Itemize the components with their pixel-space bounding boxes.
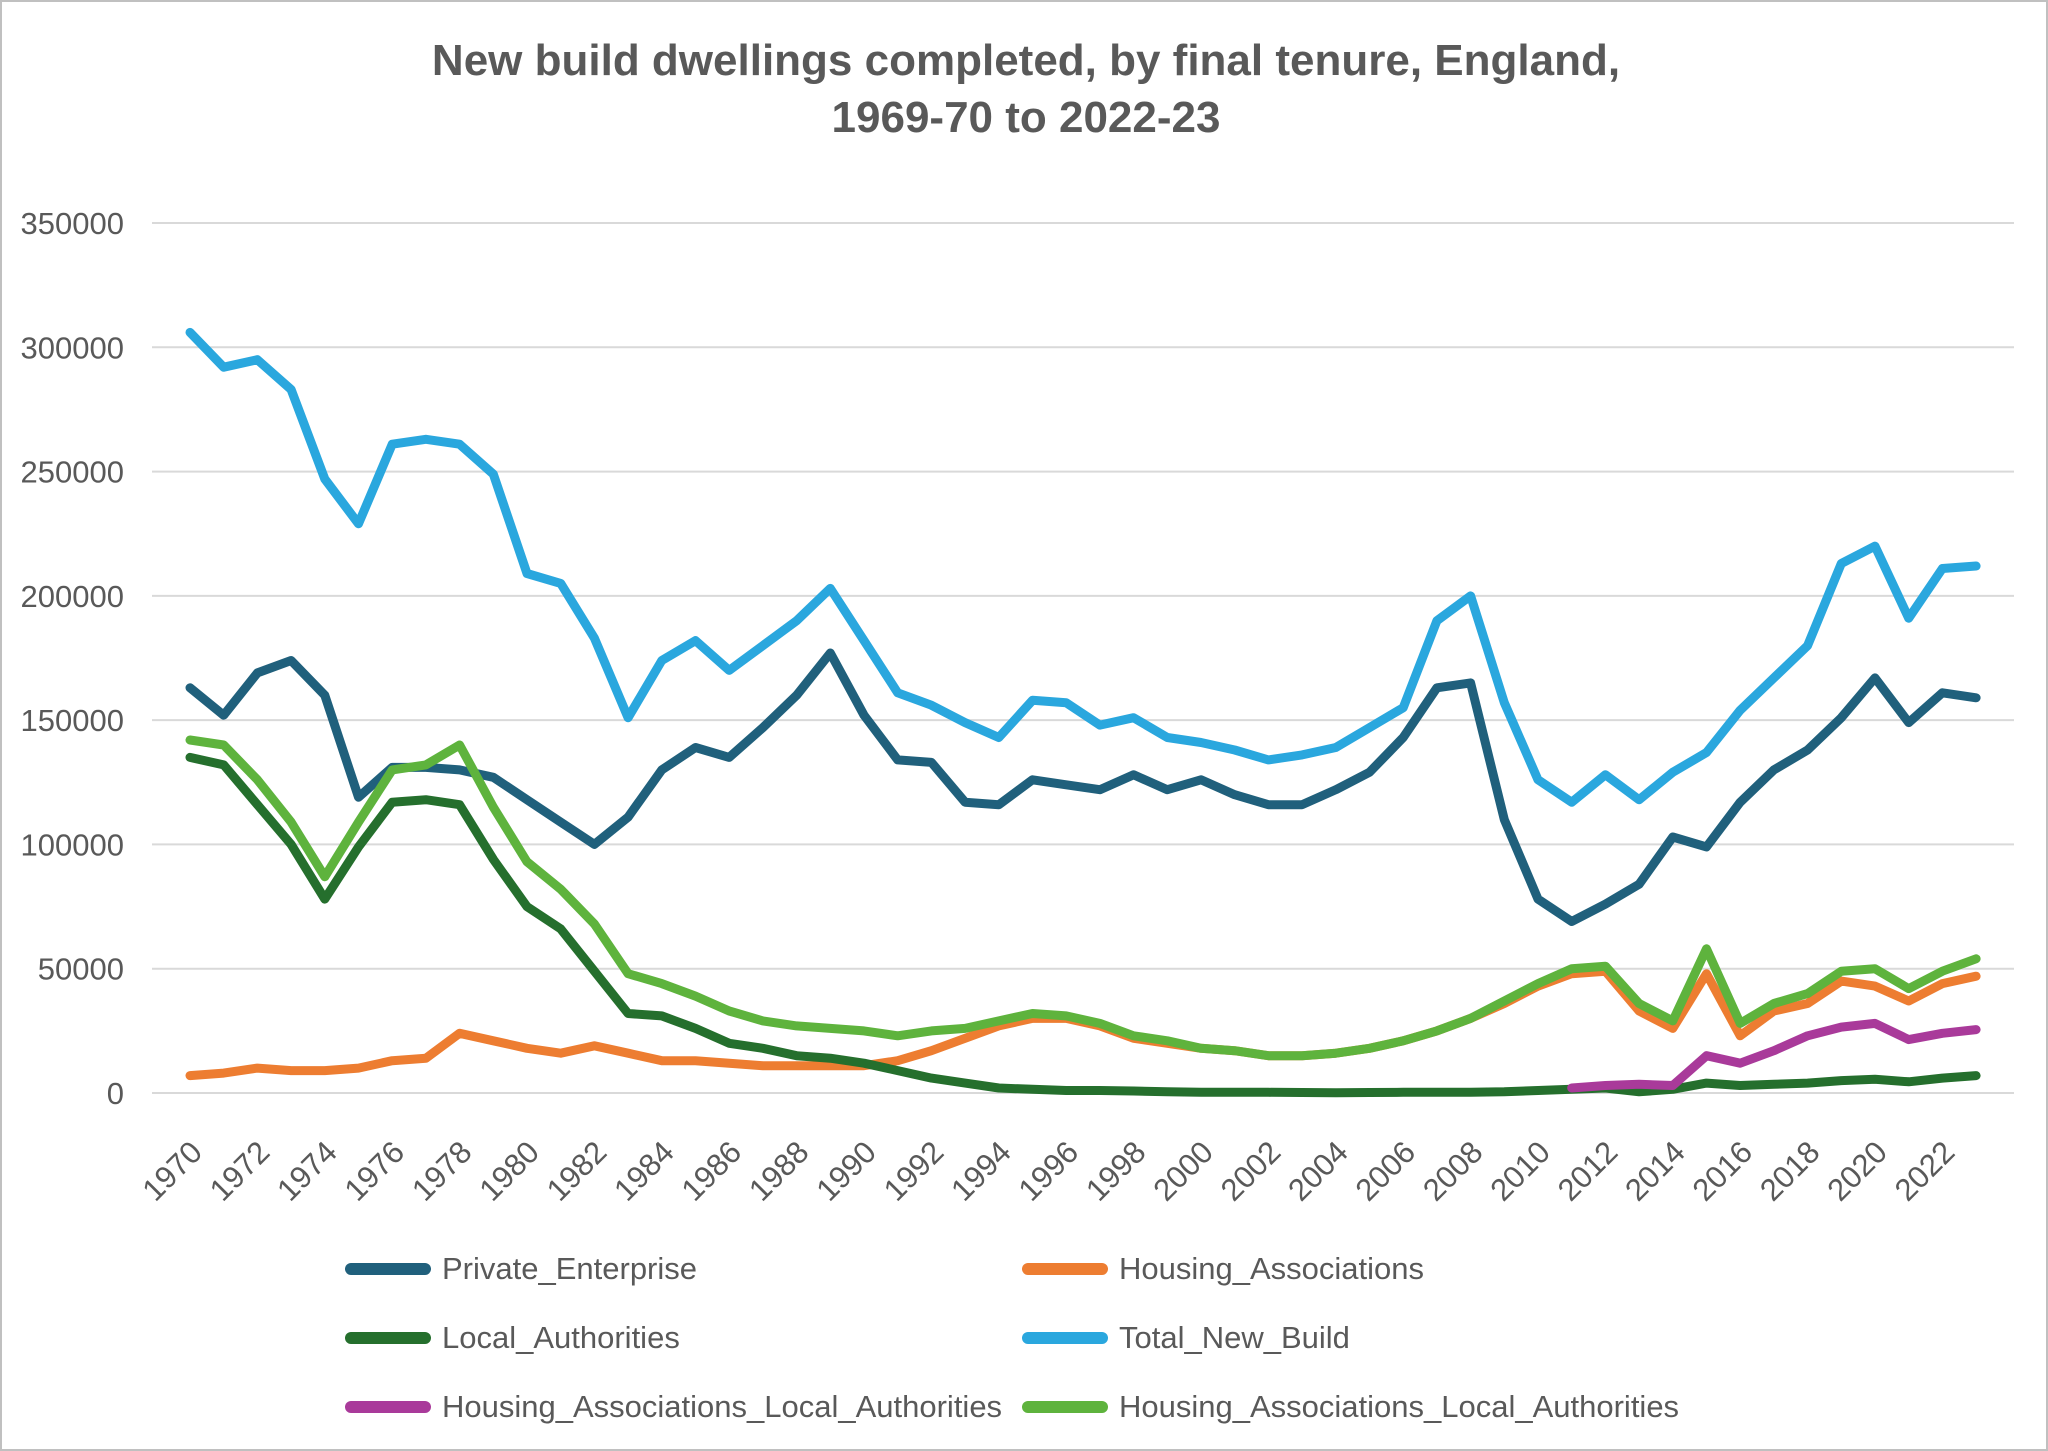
legend-item: Housing_Associations — [1022, 1251, 1679, 1287]
legend-item: Total_New_Build — [1022, 1320, 1679, 1356]
x-tick-label: 2018 — [1753, 1134, 1827, 1208]
x-tick-label: 1976 — [338, 1134, 412, 1208]
legend-swatch-icon — [345, 1400, 431, 1413]
x-tick-label: 2004 — [1281, 1134, 1355, 1208]
x-tick-label: 2002 — [1214, 1134, 1288, 1208]
y-tick-label: 200000 — [21, 579, 124, 614]
x-tick-label: 2022 — [1888, 1134, 1962, 1208]
x-tick-label: 1996 — [1012, 1134, 1086, 1208]
x-tick-label: 1970 — [135, 1134, 209, 1208]
x-tick-label: 1980 — [472, 1134, 546, 1208]
x-tick-label: 1986 — [675, 1134, 749, 1208]
legend-item: Local_Authorities — [345, 1320, 1022, 1356]
chart-title-line2: 1969-70 to 2022-23 — [831, 93, 1221, 142]
x-tick-label: 2006 — [1349, 1134, 1423, 1208]
legend-label: Housing_Associations_Local_Authorities — [442, 1388, 1003, 1424]
y-tick-label: 250000 — [21, 455, 124, 490]
x-tick-label: 1974 — [270, 1134, 344, 1208]
chart-legend: Private_Enterprise Housing_Associations Lo… — [345, 1234, 1679, 1441]
legend-swatch-icon — [345, 1262, 431, 1275]
legend-item: Housing_Associations_Local_Authorities — [345, 1389, 1022, 1425]
x-tick-label: 2012 — [1551, 1134, 1625, 1208]
legend-label: Housing_Associations — [1119, 1250, 1425, 1286]
x-tick-label: 2000 — [1146, 1134, 1220, 1208]
legend-label: Housing_Associations_Local_Authorities — [1119, 1388, 1680, 1424]
x-tick-label: 1998 — [1079, 1134, 1153, 1208]
x-tick-label: 2014 — [1618, 1134, 1692, 1208]
chart-title-line1: New build dwellings completed, by final … — [431, 36, 1621, 85]
legend-swatch-icon — [1022, 1400, 1108, 1413]
x-tick-label: 2016 — [1686, 1134, 1760, 1208]
x-tick-label: 1984 — [607, 1134, 681, 1208]
legend-swatch-icon — [345, 1331, 431, 1344]
legend-item: Private_Enterprise — [345, 1251, 1022, 1287]
legend-label: Private_Enterprise — [442, 1250, 698, 1286]
y-tick-label: 150000 — [21, 703, 124, 738]
y-tick-label: 300000 — [21, 330, 124, 365]
y-tick-label: 350000 — [21, 206, 124, 241]
series-line-private_enterprise — [185, 648, 1981, 926]
x-tick-label: 2008 — [1416, 1134, 1490, 1208]
legend-label: Total_New_Build — [1119, 1319, 1350, 1355]
legend-item: Housing_Associations_Local_Authorities — [1022, 1389, 1679, 1425]
x-tick-label: 1982 — [540, 1134, 614, 1208]
x-tick-label: 1994 — [944, 1134, 1018, 1208]
y-tick-label: 0 — [107, 1076, 124, 1111]
series-line-local_authorities — [185, 752, 1981, 1098]
x-tick-label: 1972 — [203, 1134, 277, 1208]
legend-swatch-icon — [1022, 1262, 1108, 1275]
y-tick-label: 50000 — [38, 952, 124, 987]
x-tick-label: 2010 — [1483, 1134, 1557, 1208]
series-line-housing_associations_local_authorities — [1567, 1018, 1981, 1093]
chart-title: New build dwellings completed, by final … — [2, 32, 2046, 146]
legend-label: Local_Authorities — [442, 1319, 680, 1355]
x-tick-label: 1990 — [809, 1134, 883, 1208]
x-tick-label: 2020 — [1820, 1134, 1894, 1208]
series-line-total_new_build — [185, 327, 1981, 807]
y-tick-label: 100000 — [21, 827, 124, 862]
x-tick-label: 1992 — [877, 1134, 951, 1208]
legend-swatch-icon — [1022, 1331, 1108, 1344]
x-tick-label: 1978 — [405, 1134, 479, 1208]
series-line-housing_associations_local_authorities — [185, 735, 1981, 1061]
x-tick-label: 1988 — [742, 1134, 816, 1208]
